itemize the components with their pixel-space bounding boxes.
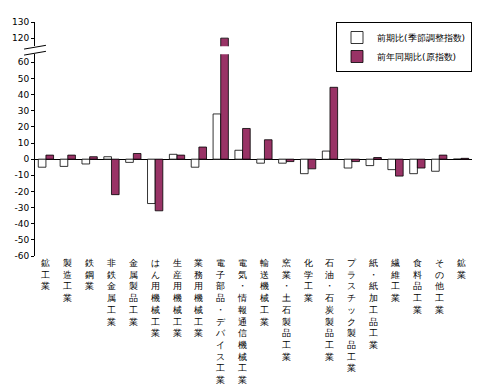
svg-text:輸送機械工業: 輸送機械工業 bbox=[260, 258, 269, 327]
svg-text:60: 60 bbox=[18, 57, 30, 67]
svg-text:業務用機械工業: 業務用機械工業 bbox=[194, 258, 203, 338]
svg-text:電子部品・デバイス工業: 電子部品・デバイス工業 bbox=[215, 258, 226, 385]
svg-text:窯業・土石製品工業: 窯業・土石製品工業 bbox=[282, 258, 291, 362]
svg-text:-60: -60 bbox=[14, 251, 29, 261]
svg-text:30: 30 bbox=[18, 106, 30, 116]
svg-text:130: 130 bbox=[12, 17, 29, 27]
svg-text:石油・石炭製品工業: 石油・石炭製品工業 bbox=[325, 258, 334, 362]
svg-text:非鉄金属工業: 非鉄金属工業 bbox=[107, 258, 116, 327]
svg-text:-40: -40 bbox=[14, 219, 29, 229]
svg-text:その他工業: その他工業 bbox=[435, 258, 444, 315]
svg-text:50: 50 bbox=[18, 74, 30, 84]
svg-text:40: 40 bbox=[18, 90, 30, 100]
svg-text:0: 0 bbox=[23, 154, 29, 164]
svg-text:鉄鋼業: 鉄鋼業 bbox=[85, 258, 94, 291]
svg-text:生産用機械工業: 生産用機械工業 bbox=[173, 258, 182, 338]
svg-text:製造工業: 製造工業 bbox=[63, 258, 72, 303]
svg-text:鉱業: 鉱業 bbox=[457, 258, 466, 280]
svg-text:紙・紙加工品工業: 紙・紙加工品工業 bbox=[369, 258, 378, 350]
svg-text:120: 120 bbox=[12, 33, 29, 43]
svg-text:-10: -10 bbox=[14, 170, 29, 180]
svg-text:前年同期比(原指数): 前年同期比(原指数) bbox=[377, 52, 456, 62]
svg-text:鉱工業: 鉱工業 bbox=[41, 258, 50, 291]
svg-text:繊維工業: 繊維工業 bbox=[390, 258, 400, 303]
svg-text:プラスチック製品工業: プラスチック製品工業 bbox=[347, 258, 357, 373]
svg-text:金属製品工業: 金属製品工業 bbox=[129, 258, 138, 327]
svg-text:電気・情報通信機械工業: 電気・情報通信機械工業 bbox=[237, 258, 247, 385]
svg-text:20: 20 bbox=[18, 122, 30, 132]
svg-text:化学工業: 化学工業 bbox=[304, 258, 313, 303]
svg-text:10: 10 bbox=[18, 138, 30, 148]
svg-text:食料品工業: 食料品工業 bbox=[413, 258, 422, 315]
svg-text:-50: -50 bbox=[14, 235, 29, 245]
svg-text:-30: -30 bbox=[14, 203, 29, 213]
svg-text:-20: -20 bbox=[14, 187, 29, 197]
svg-text:はん用機械工業: はん用機械工業 bbox=[151, 258, 160, 338]
svg-text:前期比(季節調整指数): 前期比(季節調整指数) bbox=[377, 33, 465, 43]
